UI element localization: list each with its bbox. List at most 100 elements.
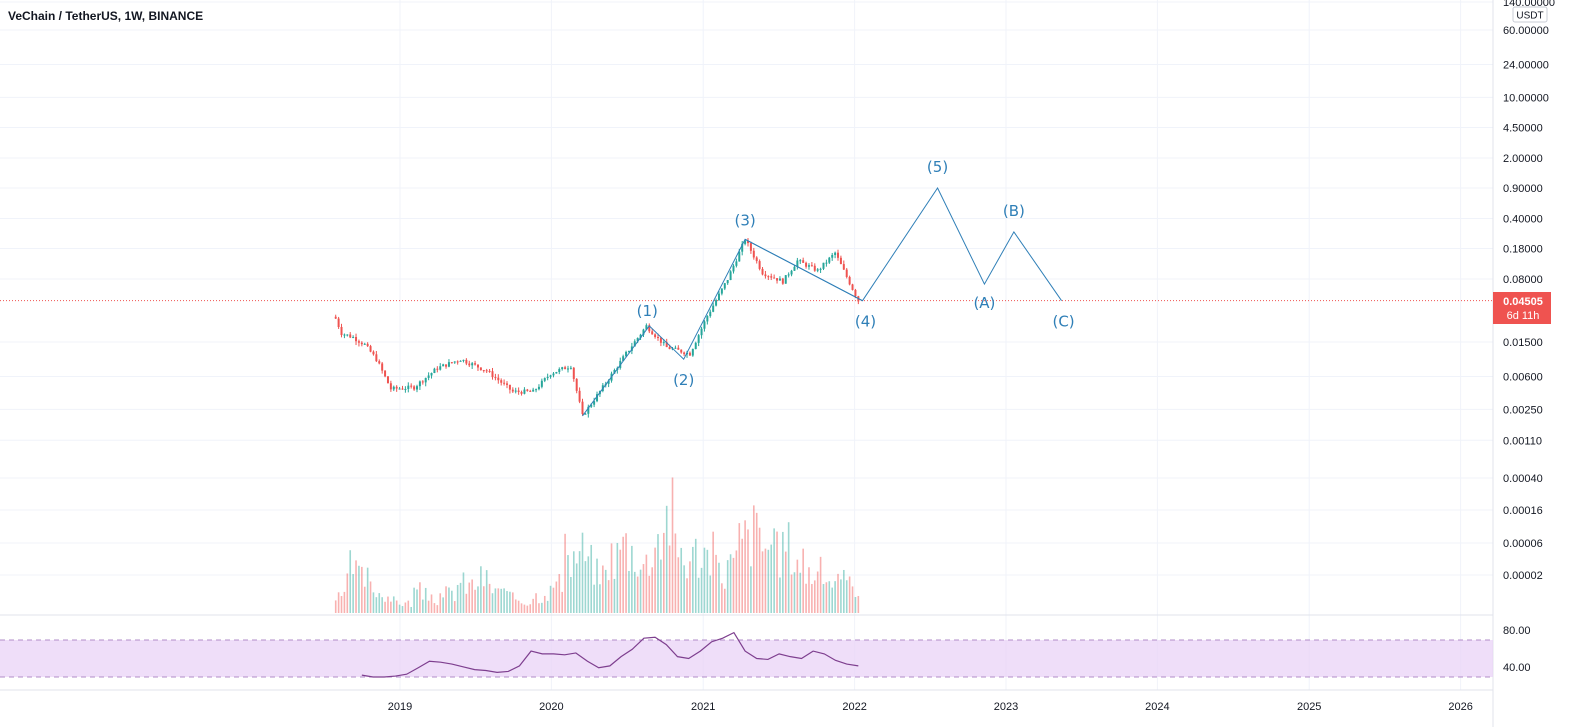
currency-badge[interactable] — [1512, 6, 1548, 23]
volume-bar — [808, 567, 810, 613]
candle-body — [386, 376, 389, 384]
price-tick-label: 2.00000 — [1503, 153, 1543, 165]
candle-body — [805, 262, 808, 267]
volume-bar — [753, 505, 755, 613]
volume-bar — [459, 582, 462, 613]
candle-body — [787, 274, 790, 276]
candle-body — [474, 363, 477, 365]
rsi-tick-label: 40.00 — [1503, 662, 1531, 674]
candle-body — [636, 337, 639, 342]
candle-body — [564, 367, 567, 370]
candle-body — [479, 367, 482, 371]
candle-body — [802, 260, 805, 263]
candle-body — [488, 370, 491, 372]
wave-label: (2) — [673, 371, 694, 389]
candle-body — [416, 386, 419, 390]
elliott-wave-drawing[interactable]: (1) (2) (3) (4) (5) (A) (B) (C) — [582, 158, 1075, 417]
volume-bar — [715, 554, 717, 613]
candle-body — [845, 269, 848, 277]
volume-bar — [340, 596, 343, 613]
volume-bar — [639, 569, 642, 613]
candle-body — [625, 351, 628, 357]
candle-body — [355, 337, 358, 342]
time-tick-label: 2020 — [539, 701, 563, 713]
volume-bar — [334, 600, 337, 613]
volume-bar — [549, 585, 552, 613]
candle-body — [584, 413, 587, 415]
candle-body — [828, 257, 831, 263]
volume-bar — [407, 600, 410, 613]
volume-bar — [477, 586, 479, 613]
volume-bar — [337, 592, 340, 613]
candle-body — [532, 389, 535, 392]
volume-bar — [651, 567, 653, 613]
volume-bar — [642, 564, 645, 613]
volume-bar — [532, 598, 534, 613]
volume-bar — [387, 596, 389, 613]
wave-label: (5) — [927, 158, 948, 176]
volume-bar — [668, 545, 671, 613]
candle-body — [372, 351, 375, 355]
candle-body — [665, 342, 668, 348]
volume-bar — [819, 556, 822, 613]
candle-body — [697, 335, 700, 343]
volume-bar — [773, 528, 775, 613]
volume-bar — [471, 579, 473, 613]
candle-body — [825, 262, 828, 264]
candle-body — [581, 401, 584, 414]
price-axis[interactable]: 140.00000 60.00000 24.00000 10.00000 4.50000… — [1503, 0, 1555, 582]
volume-bar — [602, 565, 604, 613]
candle-body — [436, 368, 439, 370]
candle-body — [491, 371, 494, 378]
price-tick-label: 0.40000 — [1503, 214, 1543, 226]
volume-bar — [845, 580, 848, 613]
candle-body — [831, 255, 834, 258]
candle-body — [613, 369, 616, 374]
volume-bar — [674, 533, 677, 613]
candle-body — [537, 386, 540, 390]
candle-body — [445, 364, 448, 367]
candle-body — [447, 362, 450, 367]
candle-body — [741, 243, 744, 252]
rsi-axis[interactable]: 80.00 40.00 — [1503, 625, 1531, 674]
candle-body — [334, 316, 337, 319]
candle-body — [375, 354, 378, 362]
volume-bar — [381, 597, 383, 613]
candle-body — [442, 364, 445, 367]
time-tick-label: 2025 — [1297, 701, 1321, 713]
wedge-line[interactable] — [744, 238, 863, 302]
volume-bar — [445, 586, 447, 613]
volume-bar — [593, 584, 595, 613]
volume-bar — [851, 586, 854, 613]
volume-bar — [700, 567, 703, 613]
volume-bar — [790, 574, 793, 613]
candle-body — [546, 376, 549, 379]
price-tick-label: 0.08000 — [1503, 274, 1543, 286]
volume-bar — [828, 581, 831, 613]
volume-bar — [848, 576, 851, 613]
candle-body — [497, 377, 500, 381]
candle-body — [758, 261, 761, 269]
volume-bar — [514, 599, 517, 613]
volume-bar — [822, 584, 825, 613]
volume-bar — [779, 577, 781, 613]
candle-body — [715, 300, 718, 306]
candle-body — [540, 380, 543, 387]
candle-body — [514, 390, 517, 392]
price-tick-label: 0.00250 — [1503, 404, 1543, 416]
candle-body — [747, 240, 750, 244]
volume-bar — [363, 586, 366, 613]
time-axis[interactable]: 2019 2020 2021 2022 2023 2024 2025 2026 — [388, 701, 1473, 713]
candle-body — [389, 383, 392, 390]
volume-bar — [854, 597, 857, 613]
price-tag-countdown: 6d 11h — [1507, 310, 1540, 322]
candle-body — [822, 262, 825, 269]
candle-body — [729, 271, 732, 281]
price-tick-label: 140.00000 — [1503, 0, 1555, 9]
volume-bar — [857, 595, 860, 613]
candle-body — [340, 326, 343, 336]
volume-bar — [671, 477, 674, 613]
wave-label: (C) — [1052, 313, 1074, 331]
candle-body — [709, 311, 712, 317]
